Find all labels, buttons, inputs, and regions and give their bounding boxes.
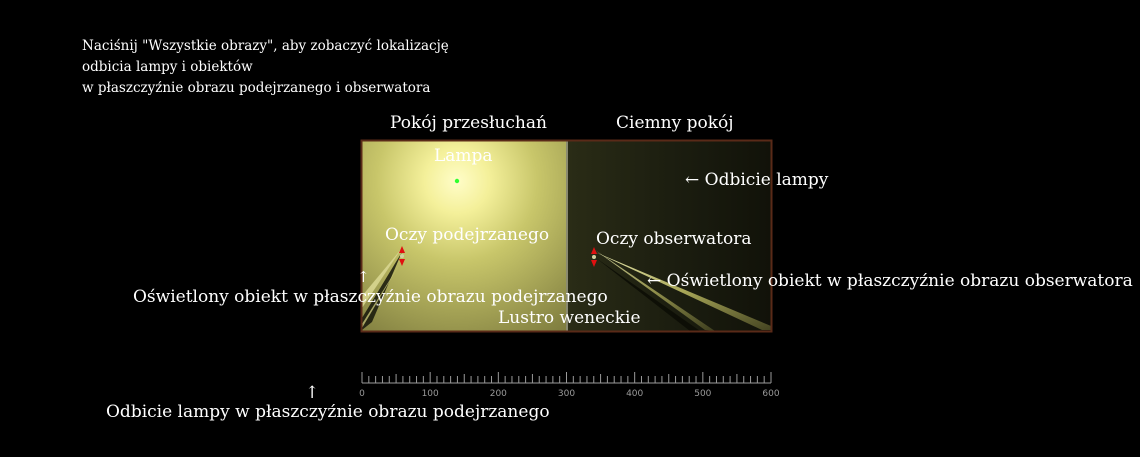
interrogation-room-title: Pokój przesłuchań bbox=[390, 113, 547, 133]
interrogation-room bbox=[362, 141, 567, 331]
observer-eyes-label: Oczy obserwatora bbox=[596, 229, 752, 249]
instructions-line-2: odbicia lampy i obiektów bbox=[82, 59, 253, 75]
suspect-eyes-marker bbox=[399, 246, 405, 266]
ruler-label: 500 bbox=[694, 389, 711, 399]
lamp-dot bbox=[454, 178, 460, 184]
left-arrow-icon: ← bbox=[685, 170, 700, 190]
dark-room-title: Ciemny pokój bbox=[616, 113, 734, 133]
lamp-reflection-text: Odbicie lampy bbox=[704, 170, 829, 190]
lit-object-observer-text: Oświetlony obiekt w płaszczyźnie obrazu … bbox=[666, 271, 1133, 291]
lamp-label: Lampa bbox=[434, 146, 493, 166]
lit-object-suspect-label: Oświetlony obiekt w płaszczyźnie obrazu … bbox=[133, 287, 608, 307]
ruler-label: 0 bbox=[359, 389, 365, 399]
ruler-label: 400 bbox=[626, 389, 643, 399]
ruler-label: 600 bbox=[762, 389, 779, 399]
observer-shadow bbox=[596, 258, 700, 331]
instructions-line-3: w płaszczyźnie obrazu podejrzanego i obs… bbox=[82, 80, 431, 96]
dark-room bbox=[567, 141, 771, 331]
ruler-label: 200 bbox=[490, 389, 507, 399]
instructions-line-1: Naciśnij "Wszystkie obrazy", aby zobaczy… bbox=[82, 38, 449, 54]
diagram-border bbox=[360, 139, 773, 333]
observer-beam-inner bbox=[595, 252, 771, 330]
lit-object-observer-label: ← Oświetlony obiekt w płaszczyźnie obraz… bbox=[647, 271, 1133, 291]
mirror-label: Lustro weneckie bbox=[498, 308, 641, 328]
up-arrow-icon: ↑ bbox=[305, 383, 320, 403]
lamp-reflection-label: ← Odbicie lampy bbox=[685, 170, 828, 190]
up-arrow-icon: ↑ bbox=[357, 268, 370, 286]
ruler-label: 100 bbox=[422, 389, 439, 399]
lamp-reflection-suspect-label: Odbicie lampy w płaszczyźnie obrazu pode… bbox=[106, 402, 550, 422]
instructions: Naciśnij "Wszystkie obrazy", aby zobaczy… bbox=[82, 36, 449, 99]
observer-eyes-marker bbox=[591, 247, 597, 267]
observer-beam-outer bbox=[595, 250, 715, 331]
suspect-eyes-label: Oczy podejrzanego bbox=[385, 225, 550, 245]
light-beam-lower bbox=[362, 262, 401, 328]
light-beam-upper bbox=[362, 248, 402, 308]
left-arrow-icon: ← bbox=[647, 271, 662, 291]
ruler: 0 100 200 300 400 500 600 bbox=[359, 372, 780, 399]
ruler-label: 300 bbox=[558, 389, 575, 399]
